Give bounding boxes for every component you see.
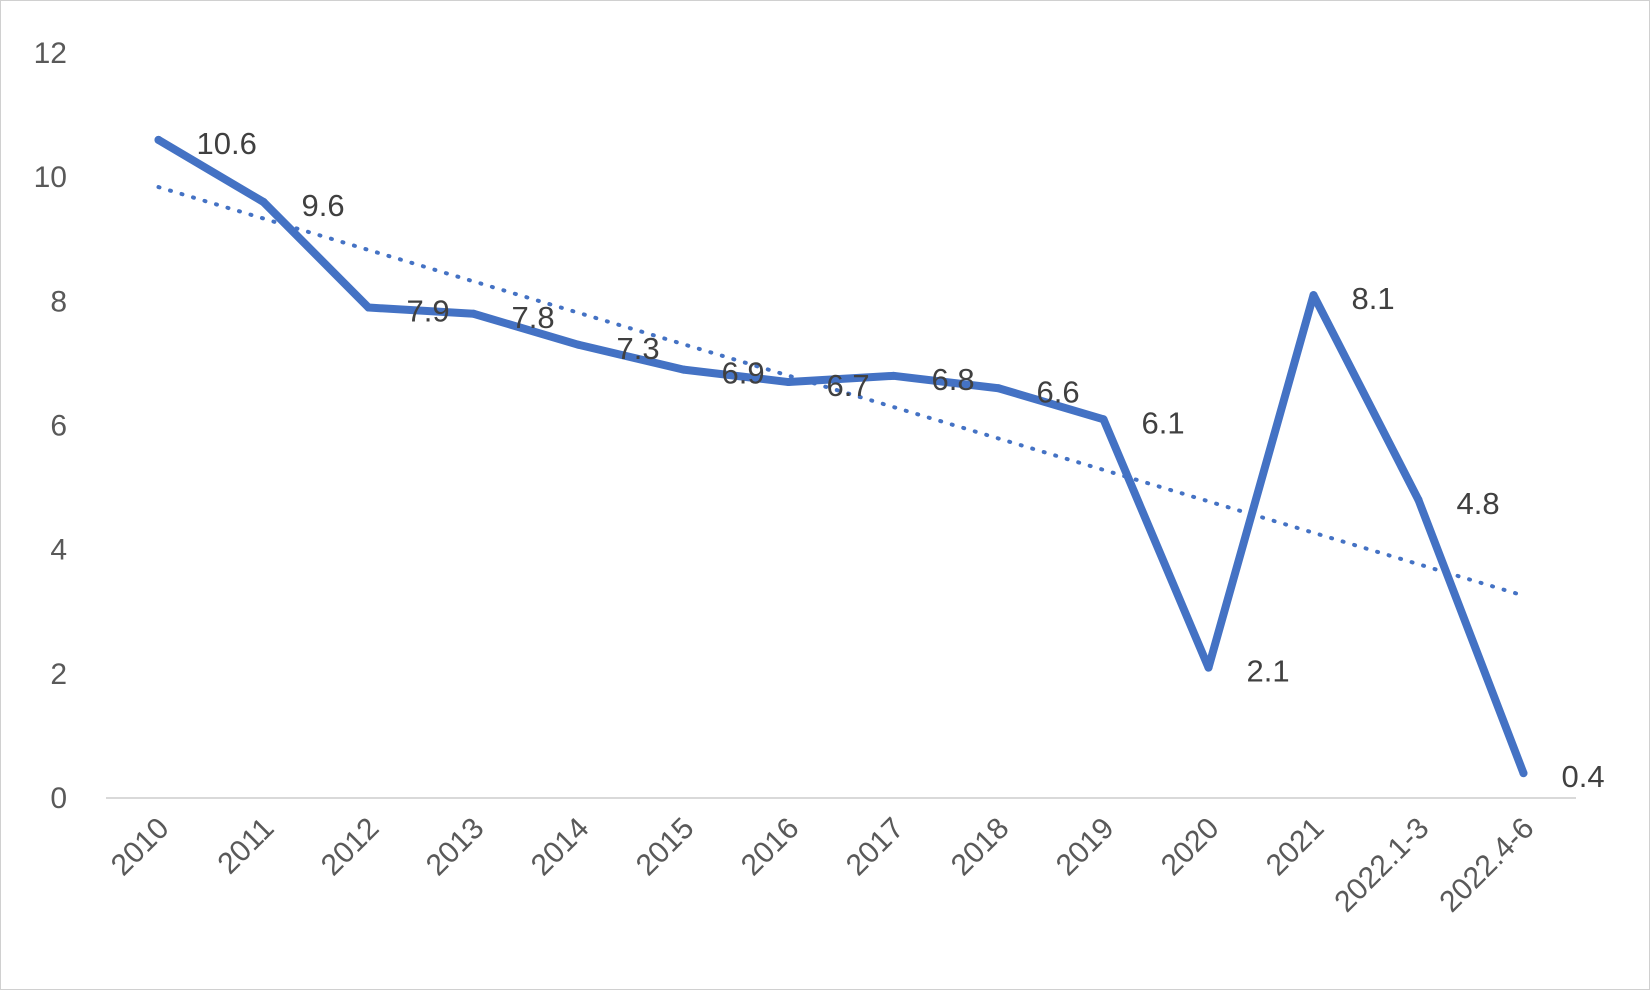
x-tick-label: 2015: [630, 812, 701, 883]
y-tick-label: 0: [50, 782, 67, 815]
y-tick-label: 8: [50, 285, 67, 318]
x-tick-label: 2014: [525, 812, 596, 883]
data-point: [1204, 663, 1213, 672]
x-tick-label: 2016: [735, 812, 806, 883]
data-point: [1414, 496, 1423, 504]
series-line: [154, 135, 1528, 778]
x-tick-label: 2020: [1155, 812, 1226, 883]
data-label-layer: 10.6 9.6 7.9 7.8 7.3 6.9 6.7 6.8 6.6 6.1 2.1 8.1 4.8…: [197, 126, 1605, 794]
x-tick-label: 2013: [420, 812, 491, 883]
data-label: 8.1: [1352, 281, 1395, 316]
data-label: 9.6: [302, 188, 345, 223]
x-tick-label: 2022.1-3: [1328, 812, 1435, 919]
data-point: [679, 365, 688, 374]
x-tick-label: 2019: [1050, 812, 1121, 883]
data-point: [154, 135, 163, 144]
data-label: 6.9: [722, 356, 765, 391]
y-tick-label: 2: [50, 658, 67, 691]
data-label: 7.3: [617, 331, 660, 366]
y-tick-label: 4: [50, 534, 67, 567]
y-axis: 0 2 4 6 8 10 12: [34, 37, 67, 815]
x-tick-label: 2012: [315, 812, 386, 883]
data-label: 6.1: [1142, 405, 1185, 440]
data-label: 6.8: [932, 362, 975, 397]
data-point: [574, 340, 583, 349]
y-tick-label: 12: [34, 37, 67, 70]
data-label: 2.1: [1247, 654, 1290, 689]
x-tick-label: 2011: [211, 812, 280, 881]
data-label: 6.6: [1037, 374, 1080, 409]
data-point: [469, 309, 478, 318]
data-label: 6.7: [827, 368, 870, 403]
y-tick-label: 10: [34, 161, 67, 194]
data-point: [364, 303, 373, 312]
x-tick-label: 2018: [945, 812, 1016, 883]
data-point: [889, 371, 898, 380]
data-label: 10.6: [197, 126, 257, 161]
x-tick-label: 2017: [840, 812, 911, 883]
trendline: [156, 185, 1526, 598]
x-tick-label: 2022.4-6: [1433, 812, 1540, 919]
data-point: [784, 378, 793, 387]
data-point: [994, 384, 1003, 393]
data-point: [1519, 769, 1528, 778]
trendline-layer: [156, 185, 1526, 598]
data-point: [259, 198, 268, 206]
data-label: 7.9: [407, 294, 450, 329]
data-label: 0.4: [1562, 759, 1605, 794]
series-layer: [154, 135, 1528, 778]
data-label: 4.8: [1457, 486, 1500, 521]
data-point: [1099, 415, 1108, 424]
x-tick-label: 2021: [1260, 812, 1331, 883]
y-tick-label: 6: [50, 410, 67, 443]
x-tick-label: 2010: [105, 812, 176, 883]
data-point: [1309, 291, 1318, 300]
data-label: 7.8: [512, 300, 555, 335]
x-axis: 2010 2011 2012 2013 2014 2015 2016 2017 2018 2019…: [105, 797, 1576, 919]
